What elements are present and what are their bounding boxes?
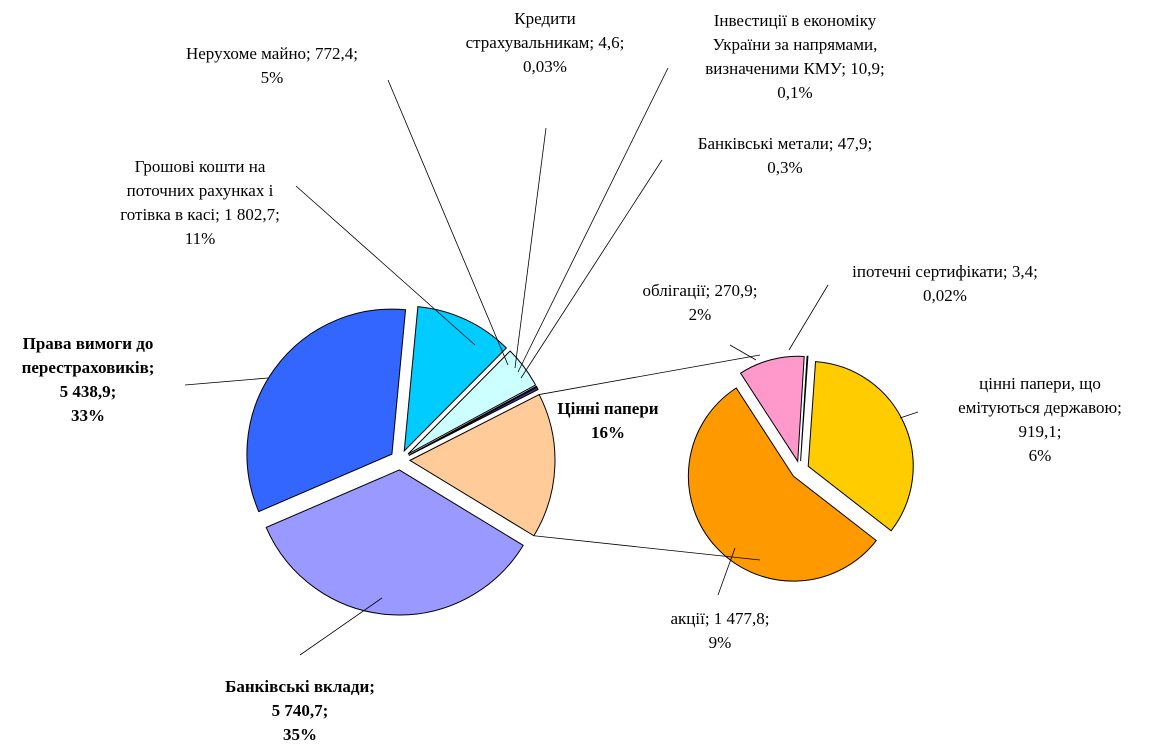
leader-line [729, 344, 757, 361]
data-label: емітуються державою; [958, 398, 1122, 417]
data-label: 5 740,7; [272, 701, 329, 720]
data-label: Грошові кошти на [135, 157, 266, 176]
leader-line [184, 377, 269, 386]
pie-slice [265, 469, 524, 616]
data-label: 0,03% [523, 57, 567, 76]
data-label: страхувальникам; 4,6; [466, 33, 625, 52]
pie-slice [739, 355, 805, 463]
leader-line [899, 411, 919, 419]
pie-slice [800, 355, 809, 462]
data-label: України за напрямами, [713, 35, 878, 54]
leader-line [717, 547, 736, 596]
leader-line [520, 159, 663, 379]
leader-line [295, 185, 476, 346]
data-label: 0,1% [777, 83, 812, 102]
data-label: облігації; 270,9; [643, 281, 758, 300]
leader-line [514, 127, 547, 369]
data-label: перестраховиків; [22, 358, 155, 377]
leader-line [387, 79, 509, 366]
leader-line [788, 284, 829, 351]
pie-slice [807, 361, 914, 532]
data-label: визначеними КМУ; 10,9; [705, 59, 885, 78]
pie-slice [408, 386, 539, 456]
data-label: готівка в касі; 1 802,7; [120, 205, 280, 224]
data-label: поточних рахунках і [127, 181, 274, 200]
pie-slice [408, 393, 556, 537]
data-label: іпотечні сертифікати; 3,4; [852, 262, 1038, 281]
data-label: Інвестиції в економіку [714, 11, 877, 30]
pie-slice [246, 308, 407, 513]
connector [533, 535, 761, 561]
data-label: 5% [261, 68, 284, 87]
data-label: 9% [709, 633, 732, 652]
data-label: Цінні папери [557, 399, 658, 418]
data-label: 16% [591, 423, 625, 442]
data-label: Банківські метали; 47,9; [698, 134, 873, 153]
connector [539, 354, 761, 395]
data-label: Кредити [514, 9, 575, 28]
data-label: цінні папери, що [979, 374, 1101, 393]
data-label: 33% [71, 406, 105, 425]
data-label: 6% [1029, 446, 1052, 465]
data-label: акції; 1 477,8; [670, 609, 769, 628]
data-label: 919,1; [1019, 422, 1062, 441]
data-label: 0,02% [923, 286, 967, 305]
data-label: 35% [283, 725, 317, 744]
data-label: 2% [689, 305, 712, 324]
data-label: Банківські вклади; [225, 677, 375, 696]
data-label: Нерухоме майно; 772,4; [186, 44, 358, 63]
data-label: 0,3% [767, 158, 802, 177]
pie-slice [403, 306, 508, 453]
leader-line [517, 67, 669, 373]
data-label: 11% [185, 229, 216, 248]
data-label: Права вимоги до [23, 334, 154, 353]
pie-slice [407, 350, 537, 455]
data-label: 5 438,9; [60, 382, 117, 401]
pie-slice [687, 387, 877, 582]
leader-line [299, 597, 383, 656]
